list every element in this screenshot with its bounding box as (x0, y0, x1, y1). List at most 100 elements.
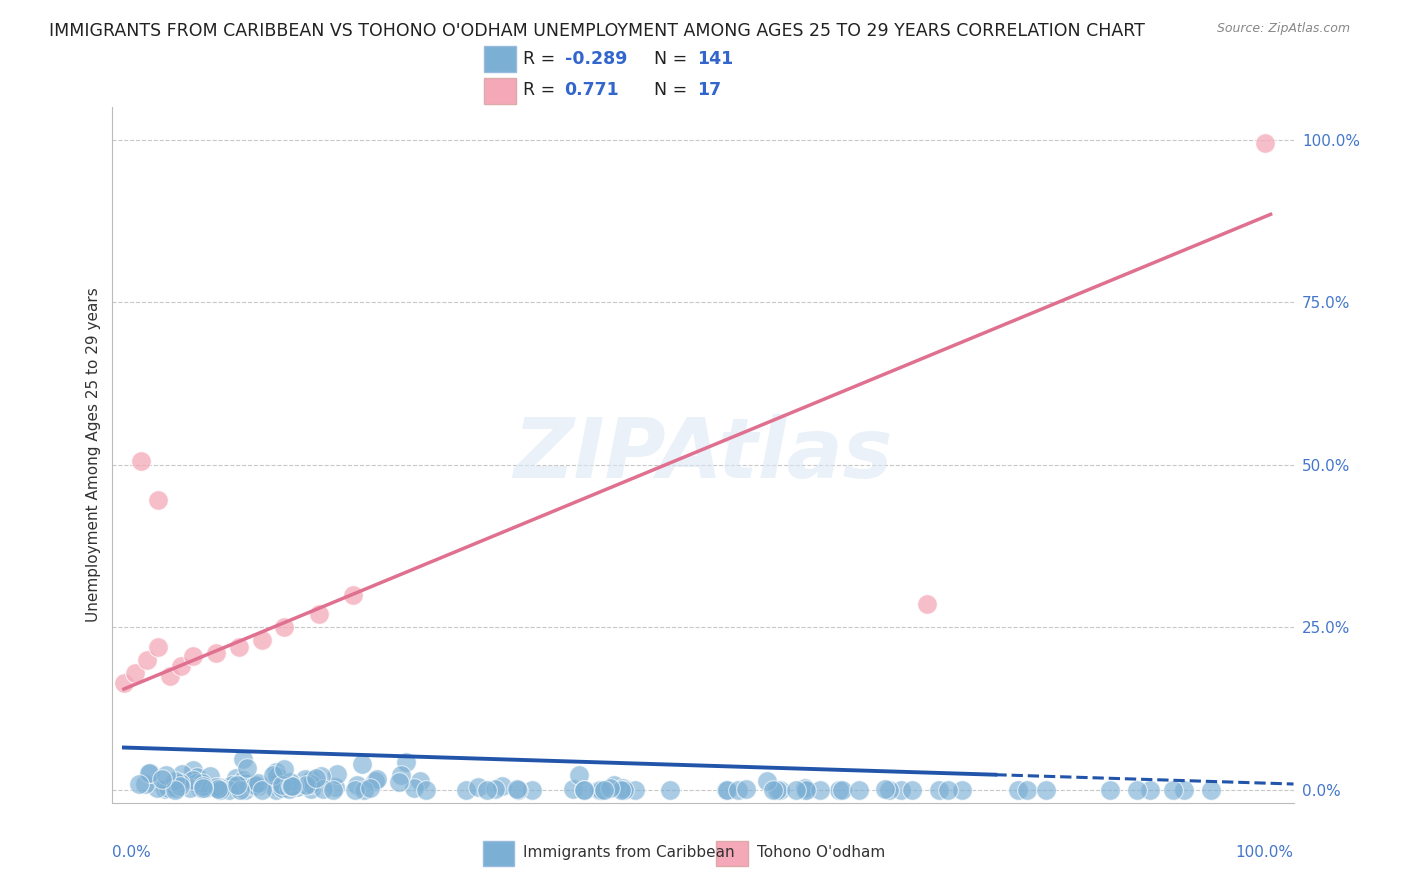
Point (794, 782, 817, 797)
Point (359, 781, 381, 796)
Point (148, 640, 170, 654)
Point (128, 777, 150, 791)
Point (1035, 782, 1057, 797)
Point (456, 782, 478, 797)
Point (890, 782, 912, 797)
Point (264, 765, 287, 780)
Point (322, 782, 344, 797)
Point (599, 780, 621, 795)
Point (148, 493, 170, 508)
Point (139, 765, 162, 780)
Point (170, 767, 193, 781)
Point (714, 782, 737, 797)
Point (873, 782, 896, 797)
Point (395, 755, 418, 769)
Text: 0.0%: 0.0% (112, 845, 152, 860)
Text: R =: R = (523, 81, 561, 99)
Point (295, 776, 318, 790)
Point (181, 763, 204, 777)
Point (794, 782, 817, 797)
Point (155, 781, 177, 796)
Point (280, 779, 302, 793)
Point (283, 778, 305, 792)
Point (305, 771, 328, 785)
Point (146, 780, 169, 795)
Point (205, 780, 228, 795)
Point (1007, 782, 1029, 797)
Text: Immigrants from Caribbean: Immigrants from Caribbean (523, 846, 735, 860)
Point (506, 782, 529, 797)
Point (343, 782, 366, 797)
Point (246, 779, 269, 793)
Point (350, 756, 373, 771)
Point (169, 779, 191, 793)
Point (295, 778, 318, 792)
Point (294, 772, 316, 786)
Point (299, 776, 322, 790)
Point (281, 779, 304, 793)
Point (229, 782, 252, 797)
Point (1254, 136, 1277, 150)
Point (181, 772, 204, 787)
Point (169, 776, 191, 790)
Point (163, 773, 186, 788)
Point (194, 780, 217, 795)
Point (1126, 782, 1149, 797)
Point (613, 782, 636, 797)
Point (299, 782, 322, 797)
Point (952, 782, 974, 797)
Point (353, 782, 375, 797)
Point (409, 773, 432, 788)
Point (135, 653, 157, 667)
Point (129, 454, 152, 468)
Text: 100.0%: 100.0% (1236, 845, 1294, 860)
Bar (484, 78, 516, 104)
Point (155, 768, 177, 782)
Point (346, 779, 368, 793)
Point (228, 778, 250, 792)
Point (828, 782, 851, 797)
Text: R =: R = (523, 50, 561, 68)
Point (159, 669, 181, 683)
Point (936, 782, 959, 797)
Point (1099, 782, 1122, 797)
Point (366, 772, 388, 786)
Point (200, 768, 222, 782)
Point (561, 782, 583, 797)
Point (233, 782, 256, 797)
Point (181, 649, 204, 664)
Text: 141: 141 (697, 50, 734, 68)
Point (928, 782, 950, 797)
Point (262, 778, 284, 792)
Point (225, 778, 247, 792)
Point (755, 774, 778, 789)
Point (188, 780, 211, 795)
Point (624, 782, 647, 797)
Point (761, 782, 783, 797)
Point (610, 782, 633, 797)
Point (592, 782, 614, 797)
Point (520, 782, 543, 797)
Point (170, 659, 193, 673)
Text: -0.289: -0.289 (565, 50, 627, 68)
Point (727, 782, 749, 797)
Point (179, 780, 201, 795)
Point (915, 598, 938, 612)
Point (342, 588, 364, 602)
Point (785, 782, 807, 797)
Point (208, 782, 231, 797)
Point (389, 768, 412, 782)
Point (1173, 782, 1195, 797)
Point (589, 782, 612, 797)
Point (138, 766, 160, 780)
Point (506, 781, 529, 796)
Point (364, 773, 387, 788)
Point (402, 781, 425, 796)
Point (1199, 782, 1222, 797)
Point (124, 665, 146, 680)
Point (266, 777, 288, 791)
Point (603, 778, 626, 792)
Point (848, 782, 870, 797)
Text: Source: ZipAtlas.com: Source: ZipAtlas.com (1216, 22, 1350, 36)
Point (271, 778, 294, 792)
